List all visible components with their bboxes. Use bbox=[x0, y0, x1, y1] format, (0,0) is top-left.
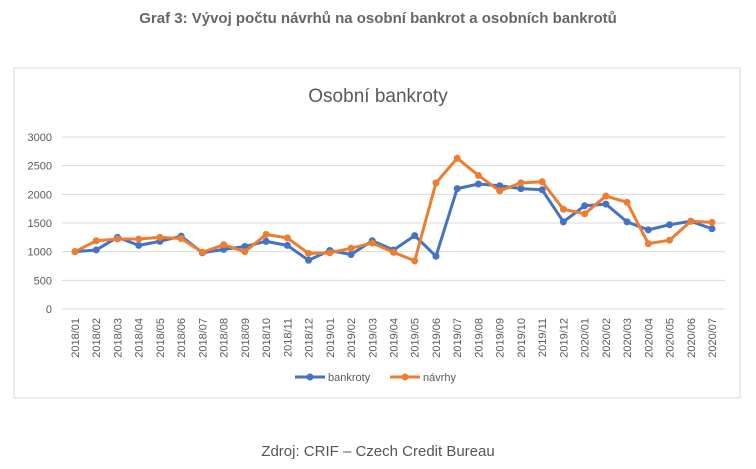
data-point bbox=[135, 235, 143, 243]
data-point bbox=[644, 226, 652, 234]
x-tick-label: 2019/11 bbox=[537, 318, 549, 357]
x-tick-label: 2019/03 bbox=[367, 318, 379, 358]
data-point bbox=[644, 240, 652, 248]
data-point bbox=[305, 256, 313, 264]
x-tick-label: 2018/05 bbox=[155, 318, 167, 358]
x-tick-label: 2018/10 bbox=[261, 318, 273, 358]
data-point bbox=[581, 210, 589, 218]
x-tick-label: 2018/07 bbox=[197, 318, 209, 358]
data-point bbox=[453, 185, 461, 193]
data-point bbox=[708, 225, 716, 233]
data-point bbox=[602, 192, 610, 200]
x-tick-label: 2020/07 bbox=[707, 318, 719, 358]
x-tick-label: 2019/08 bbox=[473, 318, 485, 358]
data-point bbox=[517, 179, 525, 187]
data-point bbox=[453, 154, 461, 162]
x-tick-label: 2018/02 bbox=[91, 318, 103, 358]
data-point bbox=[496, 182, 504, 190]
data-point bbox=[156, 233, 164, 241]
data-point bbox=[113, 235, 121, 243]
y-tick-label: 1000 bbox=[28, 247, 52, 259]
data-point bbox=[517, 185, 525, 193]
x-tick-label: 2018/11 bbox=[282, 318, 294, 357]
data-point bbox=[71, 248, 79, 256]
x-tick-label: 2020/02 bbox=[601, 318, 613, 358]
data-point bbox=[602, 200, 610, 208]
data-point bbox=[177, 234, 185, 242]
legend-marker bbox=[401, 373, 409, 381]
x-tick-label: 2019/01 bbox=[325, 318, 337, 358]
data-point bbox=[559, 205, 567, 213]
x-tick-label: 2018/03 bbox=[112, 318, 124, 358]
y-tick-label: 2500 bbox=[28, 161, 52, 173]
x-tick-label: 2020/01 bbox=[580, 318, 592, 358]
data-point bbox=[581, 202, 589, 210]
data-point bbox=[666, 221, 674, 229]
x-tick-label: 2018/04 bbox=[134, 318, 146, 358]
y-tick-label: 0 bbox=[46, 304, 52, 316]
data-point bbox=[305, 249, 313, 257]
source: Zdroj: CRIF – Czech Credit Bureau bbox=[261, 443, 494, 460]
legend-label: bankroty bbox=[328, 372, 371, 384]
data-point bbox=[623, 218, 631, 226]
x-tick-label: 2019/12 bbox=[558, 318, 570, 358]
data-point bbox=[135, 241, 143, 249]
data-point bbox=[538, 178, 546, 186]
data-point bbox=[687, 217, 695, 225]
data-point bbox=[496, 187, 504, 195]
y-tick-label: 3000 bbox=[28, 132, 52, 144]
x-tick-label: 2019/07 bbox=[452, 318, 464, 358]
y-tick-label: 1500 bbox=[28, 218, 52, 230]
data-point bbox=[283, 241, 291, 249]
data-point bbox=[708, 218, 716, 226]
x-tick-label: 2019/02 bbox=[346, 318, 358, 358]
x-tick-label: 2018/01 bbox=[70, 318, 82, 358]
x-tick-label: 2020/05 bbox=[665, 318, 677, 358]
x-tick-label: 2019/10 bbox=[516, 318, 528, 358]
data-point bbox=[432, 252, 440, 260]
data-point bbox=[283, 234, 291, 242]
chart-title: Osobní bankroty bbox=[308, 86, 448, 107]
data-point bbox=[623, 198, 631, 206]
data-point bbox=[390, 248, 397, 256]
data-point bbox=[326, 249, 334, 257]
data-point bbox=[347, 251, 355, 259]
x-tick-label: 2018/09 bbox=[240, 318, 252, 358]
data-point bbox=[92, 237, 100, 245]
x-tick-label: 2018/06 bbox=[176, 318, 188, 358]
x-tick-label: 2019/09 bbox=[495, 318, 507, 358]
y-tick-label: 2000 bbox=[28, 189, 52, 201]
y-tick-label: 500 bbox=[34, 275, 52, 287]
data-point bbox=[347, 244, 355, 252]
x-tick-label: 2020/03 bbox=[622, 318, 634, 358]
x-tick-label: 2020/06 bbox=[686, 318, 698, 358]
data-point bbox=[220, 241, 228, 249]
data-point bbox=[411, 257, 419, 265]
data-point bbox=[411, 232, 419, 240]
data-point bbox=[92, 246, 100, 254]
data-point bbox=[262, 237, 270, 245]
data-point bbox=[241, 243, 249, 251]
x-tick-label: 2019/05 bbox=[410, 318, 422, 358]
data-point bbox=[474, 180, 482, 188]
data-point bbox=[666, 236, 674, 244]
legend-label: návrhy bbox=[423, 372, 457, 384]
x-tick-label: 2019/04 bbox=[389, 318, 401, 358]
x-tick-label: 2018/12 bbox=[304, 318, 316, 358]
x-tick-label: 2019/06 bbox=[431, 318, 443, 358]
chart-frame bbox=[13, 67, 741, 399]
data-point bbox=[538, 186, 546, 194]
x-tick-label: 2020/04 bbox=[643, 318, 655, 358]
legend-marker bbox=[306, 373, 314, 381]
data-point bbox=[198, 248, 206, 256]
data-point bbox=[432, 179, 440, 187]
data-point bbox=[559, 218, 567, 226]
data-point bbox=[474, 171, 482, 179]
page-title: Graf 3: Vývoj počtu návrhů na osobní ban… bbox=[139, 10, 617, 27]
data-point bbox=[241, 248, 249, 256]
data-point bbox=[262, 230, 270, 238]
data-point bbox=[368, 239, 376, 247]
x-tick-label: 2018/08 bbox=[219, 318, 231, 358]
